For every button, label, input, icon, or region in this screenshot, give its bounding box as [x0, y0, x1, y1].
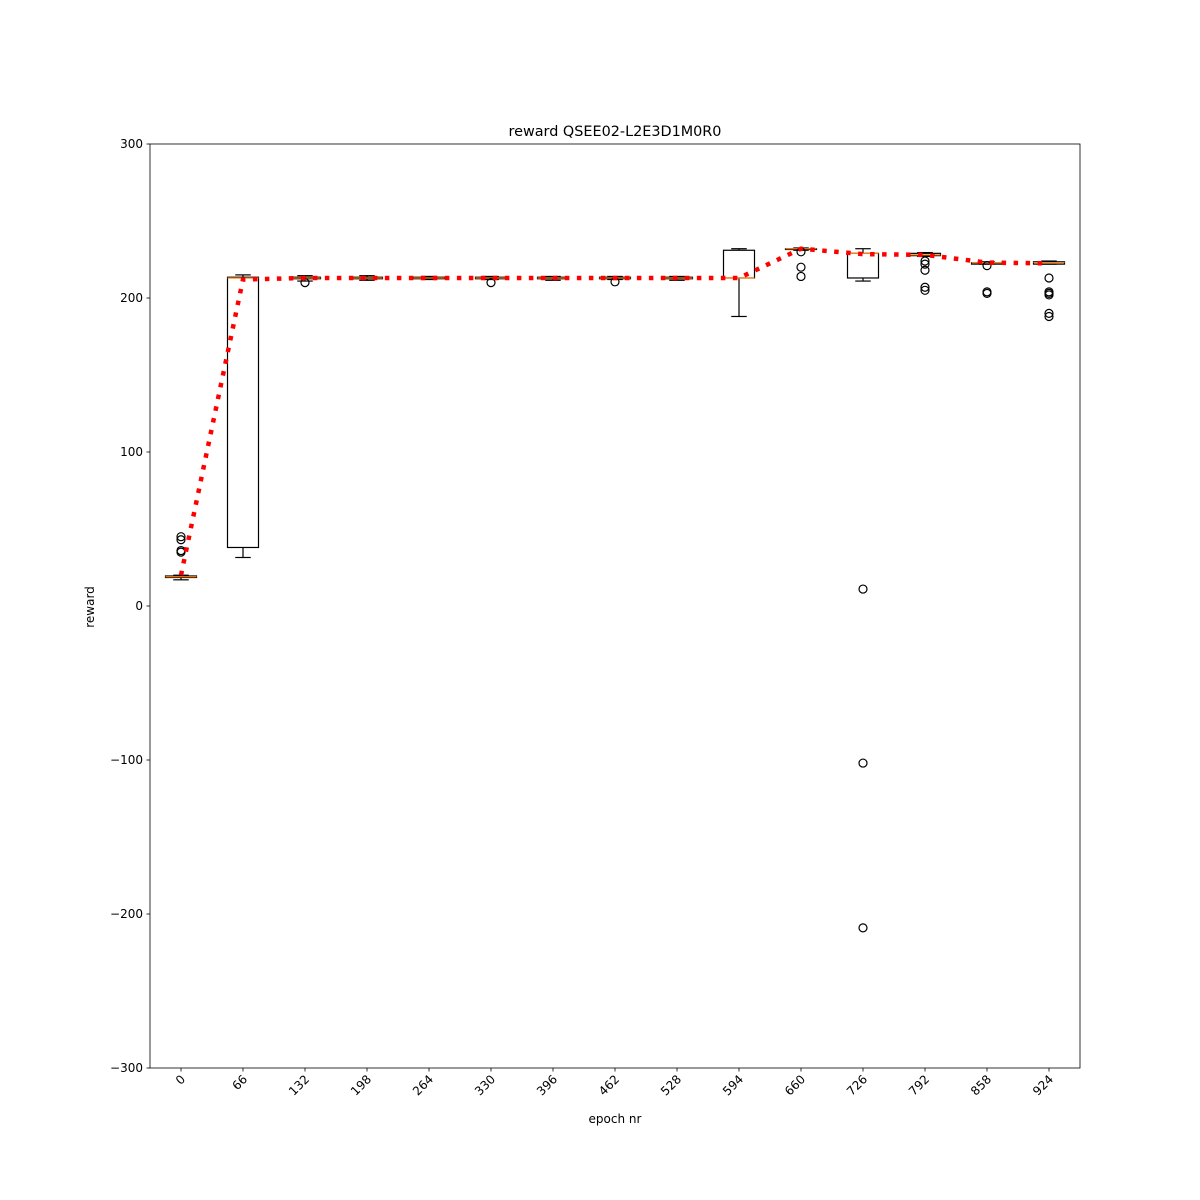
outlier	[176, 547, 186, 557]
outlier	[858, 923, 868, 933]
chart-title: reward QSEE02-L2E3D1M0R0	[509, 124, 722, 140]
y-axis-label: reward	[83, 586, 97, 628]
box	[226, 276, 260, 549]
outlier	[1044, 290, 1054, 300]
y-tick-label: 0	[135, 599, 143, 613]
outlier	[1044, 273, 1054, 283]
outlier	[920, 285, 930, 295]
y-tick-label: 100	[120, 445, 143, 459]
outlier	[176, 535, 186, 545]
y-tick-label: −300	[110, 1061, 143, 1075]
outlier	[858, 584, 868, 594]
outlier	[796, 262, 806, 272]
outlier	[176, 532, 186, 542]
outlier	[920, 256, 930, 266]
y-tick-label: 200	[120, 291, 143, 305]
outlier	[920, 259, 930, 269]
y-tick-label: 300	[120, 137, 143, 151]
x-axis-label: epoch nr	[589, 1112, 642, 1126]
mean-line	[178, 246, 1050, 576]
outlier	[920, 282, 930, 292]
y-tick-label: −100	[110, 753, 143, 767]
outlier	[796, 271, 806, 282]
y-tick-label: −200	[110, 907, 143, 921]
outlier	[1044, 308, 1054, 318]
outlier	[920, 265, 930, 275]
outlier	[858, 758, 868, 768]
plot-frame	[149, 143, 1081, 1069]
outlier	[486, 278, 496, 288]
outlier	[982, 288, 992, 298]
outlier	[1044, 311, 1054, 322]
outlier	[982, 261, 992, 271]
